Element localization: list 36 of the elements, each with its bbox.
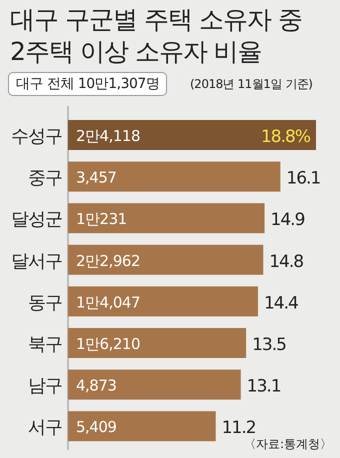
bar [68,162,280,192]
data-label: 14.8 [269,252,304,272]
annotation: 1만231 [76,210,127,228]
data-label: 14.4 [264,293,298,314]
data-label: 14.9 [270,210,305,230]
bar [68,120,316,150]
chart-title: 대구 구군별 주택 소유자 중 2주택 이상 소유자 비율 [10,4,303,68]
bar [68,244,264,275]
data-label: 18.8% [260,127,311,147]
y-tick-label: 서구 [28,417,62,438]
annotation: 4,873 [76,376,116,395]
annotation: 3,457 [76,168,116,187]
data-label: 13.5 [252,335,286,355]
y-tick-label: 남구 [28,376,62,397]
bar [68,286,258,316]
bar [68,370,241,400]
annotation: 2만4,118 [76,127,140,145]
annotation: 〈자료:통계청〉 [244,436,332,453]
bar [68,203,265,234]
data-label: 11.2 [222,418,256,438]
annotation: 2만2,962 [76,252,140,270]
data-label: 16.1 [286,168,320,189]
annotation: 1만6,210 [76,335,140,353]
bar [68,411,216,442]
data-label: 13.1 [246,376,281,397]
y-tick-label: 북구 [28,334,62,355]
y-tick-label: 중구 [28,168,62,189]
annotation: 5,409 [76,418,116,436]
text: (2018년 11월1일 기준) [190,76,312,93]
y-tick-label: 동구 [28,292,62,314]
annotation: 1만4,047 [76,293,140,312]
bar [68,328,246,358]
chart-subtitle: 대구 전체 10만1,307명 [8,72,168,96]
y-tick-label: 수성구 [11,126,62,147]
y-tick-label: 달성군 [11,209,62,230]
y-tick-label: 달서구 [11,250,62,272]
